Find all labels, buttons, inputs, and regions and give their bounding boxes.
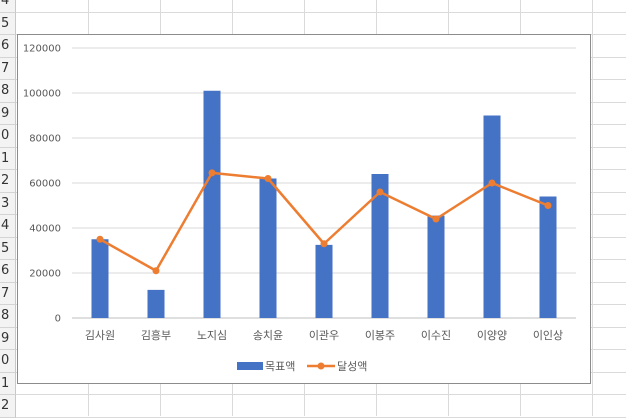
x-tick-label: 김흥부 xyxy=(141,328,171,342)
y-tick-label: 120000 xyxy=(23,44,61,55)
bar xyxy=(315,244,333,318)
bar xyxy=(427,215,445,318)
row-header[interactable]: 5 xyxy=(0,12,16,35)
row-header[interactable]: 0 xyxy=(0,350,16,373)
line-point xyxy=(152,267,160,275)
line-point xyxy=(544,202,552,209)
bar xyxy=(539,196,557,318)
x-tick-label: 이관우 xyxy=(309,329,339,342)
row-header[interactable]: 4 xyxy=(0,0,16,13)
grid-line xyxy=(16,416,626,418)
y-tick-label: 40000 xyxy=(29,224,61,235)
row-header[interactable]: 8 xyxy=(0,305,16,328)
grid-line xyxy=(16,11,626,13)
y-tick-label: 80000 xyxy=(29,134,61,145)
legend-swatch-bar xyxy=(237,362,263,370)
chart-svg: 0 20000 40000 60000 80000 100000 120000 김사원 김흥부 노… xyxy=(23,44,576,373)
row-header[interactable]: 9 xyxy=(0,102,16,125)
row-header[interactable]: 7 xyxy=(0,282,16,305)
bar xyxy=(147,289,165,318)
line-point xyxy=(96,235,104,243)
y-tick-label: 0 xyxy=(55,314,61,325)
row-header[interactable]: 1 xyxy=(0,147,16,170)
line-point xyxy=(264,175,272,182)
row-header[interactable]: 2 xyxy=(0,170,16,193)
bar xyxy=(91,239,109,318)
x-tick-label: 이양양 xyxy=(477,329,507,342)
grid-column-line xyxy=(592,0,593,416)
x-tick-label: 이봉주 xyxy=(365,329,395,342)
y-tick-label: 100000 xyxy=(23,89,61,100)
row-header[interactable]: 8 xyxy=(0,80,16,103)
x-tick-label: 노지심 xyxy=(197,329,227,342)
row-header[interactable]: 4 xyxy=(0,215,16,238)
x-tick-label: 김사원 xyxy=(85,329,115,342)
row-header[interactable]: 6 xyxy=(0,35,16,58)
bar xyxy=(259,178,277,318)
bar xyxy=(483,115,501,318)
row-header[interactable]: 6 xyxy=(0,260,16,283)
row-header[interactable]: 1 xyxy=(0,372,16,395)
legend-label: 목표액 xyxy=(265,360,295,373)
row-header[interactable]: 3 xyxy=(0,192,16,215)
line-point xyxy=(488,179,496,187)
row-header[interactable]: 9 xyxy=(0,327,16,350)
y-tick-label: 60000 xyxy=(29,179,61,190)
bar xyxy=(371,174,389,318)
row-header[interactable]: 2 xyxy=(0,395,16,418)
legend-swatch-marker xyxy=(317,362,325,370)
y-tick-label: 20000 xyxy=(29,269,61,280)
line-point xyxy=(432,215,440,223)
x-tick-label: 이인상 xyxy=(533,329,563,342)
row-header[interactable]: 7 xyxy=(0,57,16,80)
line-point xyxy=(376,188,384,196)
row-header[interactable]: 5 xyxy=(0,237,16,260)
line-point xyxy=(320,240,328,248)
chart-area[interactable]: 0 20000 40000 60000 80000 100000 120000 김사원 김흥부 노… xyxy=(17,34,591,384)
x-tick-label: 이수진 xyxy=(421,329,451,342)
bar xyxy=(203,90,221,318)
x-tick-label: 송치윤 xyxy=(253,329,283,342)
grid-line xyxy=(16,394,626,395)
line-point xyxy=(208,169,216,177)
row-header[interactable]: 0 xyxy=(0,125,16,148)
legend-label: 달성액 xyxy=(337,360,367,373)
